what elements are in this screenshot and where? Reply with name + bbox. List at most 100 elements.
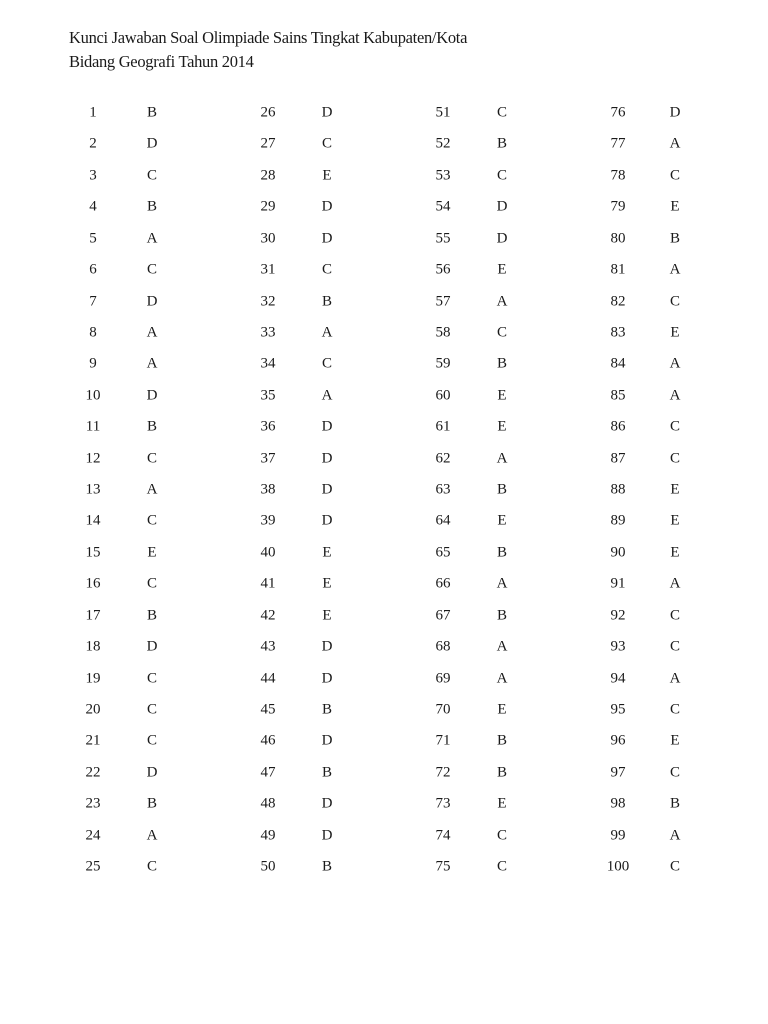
answer-key: D (496, 230, 508, 247)
question-number: 86 (610, 418, 626, 435)
answer-key: D (321, 198, 333, 215)
document-title: Kunci Jawaban Soal Olimpiade Sains Tingk… (69, 28, 468, 47)
answer-key: A (669, 261, 681, 278)
answer-key: C (669, 293, 681, 310)
answer-key: A (321, 387, 333, 404)
question-number: 35 (260, 387, 276, 404)
answer-key: E (497, 701, 507, 718)
question-number: 89 (610, 512, 626, 529)
question-number: 3 (89, 167, 97, 184)
question-number: 52 (435, 135, 451, 152)
question-number: 49 (260, 827, 276, 844)
answer-key: A (496, 670, 508, 687)
question-number: 9 (89, 355, 97, 372)
answer-key: D (321, 450, 333, 467)
question-number: 40 (260, 544, 276, 561)
answer-key: B (496, 481, 508, 498)
question-number: 36 (260, 418, 276, 435)
answer-key: B (146, 607, 158, 624)
question-number: 68 (435, 638, 451, 655)
question-number: 93 (610, 638, 626, 655)
question-number: 91 (610, 575, 626, 592)
question-number: 44 (260, 670, 276, 687)
answer-key: A (146, 827, 158, 844)
question-number: 65 (435, 544, 451, 561)
answer-key: B (321, 701, 333, 718)
question-number: 82 (610, 293, 626, 310)
question-number: 62 (435, 450, 451, 467)
answer-key: D (146, 293, 158, 310)
question-number: 60 (435, 387, 451, 404)
answer-key: E (670, 512, 680, 529)
answer-key: C (669, 418, 681, 435)
answer-key: C (496, 827, 508, 844)
answer-key: C (146, 512, 158, 529)
question-number: 8 (89, 324, 97, 341)
answer-key: C (669, 607, 681, 624)
question-number: 34 (260, 355, 276, 372)
answer-key: C (669, 701, 681, 718)
answer-key: A (669, 575, 681, 592)
question-number: 6 (89, 261, 97, 278)
answer-key: D (321, 795, 333, 812)
answer-key: C (146, 450, 158, 467)
question-number: 97 (610, 764, 626, 781)
answer-key: E (670, 732, 680, 749)
question-number: 63 (435, 481, 451, 498)
question-number: 12 (85, 450, 101, 467)
answer-key: E (497, 512, 507, 529)
question-number: 18 (85, 638, 101, 655)
question-number: 39 (260, 512, 276, 529)
answer-key: B (669, 795, 681, 812)
answer-key: C (496, 167, 508, 184)
question-number: 23 (85, 795, 101, 812)
answer-key: A (669, 387, 681, 404)
question-number: 21 (85, 732, 101, 749)
answer-key: C (146, 261, 158, 278)
answer-key: D (321, 230, 333, 247)
question-number: 45 (260, 701, 276, 718)
question-number: 14 (85, 512, 101, 529)
question-number: 100 (606, 858, 630, 875)
question-number: 1 (89, 104, 97, 121)
question-number: 69 (435, 670, 451, 687)
question-number: 13 (85, 481, 101, 498)
question-number: 11 (85, 418, 101, 435)
answer-key: A (496, 293, 508, 310)
question-number: 20 (85, 701, 101, 718)
answer-key: B (496, 135, 508, 152)
answer-key: D (321, 638, 333, 655)
answer-key: D (146, 387, 158, 404)
question-number: 53 (435, 167, 451, 184)
question-number: 32 (260, 293, 276, 310)
answer-key: E (497, 795, 507, 812)
answer-key: C (321, 261, 333, 278)
answer-key: E (670, 198, 680, 215)
answer-key: C (496, 324, 508, 341)
answer-key: E (670, 544, 680, 561)
answer-key: D (146, 638, 158, 655)
answer-key: D (321, 827, 333, 844)
question-number: 4 (89, 198, 97, 215)
question-number: 27 (260, 135, 276, 152)
answer-key: D (146, 764, 158, 781)
answer-key: E (497, 261, 507, 278)
answer-key: A (669, 670, 681, 687)
question-number: 17 (85, 607, 101, 624)
question-number: 59 (435, 355, 451, 372)
answer-key: A (496, 638, 508, 655)
document-subtitle: Bidang Geografi Tahun 2014 (69, 52, 254, 71)
answer-key: C (669, 638, 681, 655)
answer-key: B (146, 418, 158, 435)
answer-key: E (322, 167, 332, 184)
answer-key: A (496, 450, 508, 467)
question-number: 43 (260, 638, 276, 655)
question-number: 85 (610, 387, 626, 404)
question-number: 47 (260, 764, 276, 781)
answer-key: C (321, 355, 333, 372)
question-number: 84 (610, 355, 626, 372)
answer-key: B (146, 198, 158, 215)
question-number: 55 (435, 230, 451, 247)
question-number: 64 (435, 512, 451, 529)
question-number: 51 (435, 104, 451, 121)
